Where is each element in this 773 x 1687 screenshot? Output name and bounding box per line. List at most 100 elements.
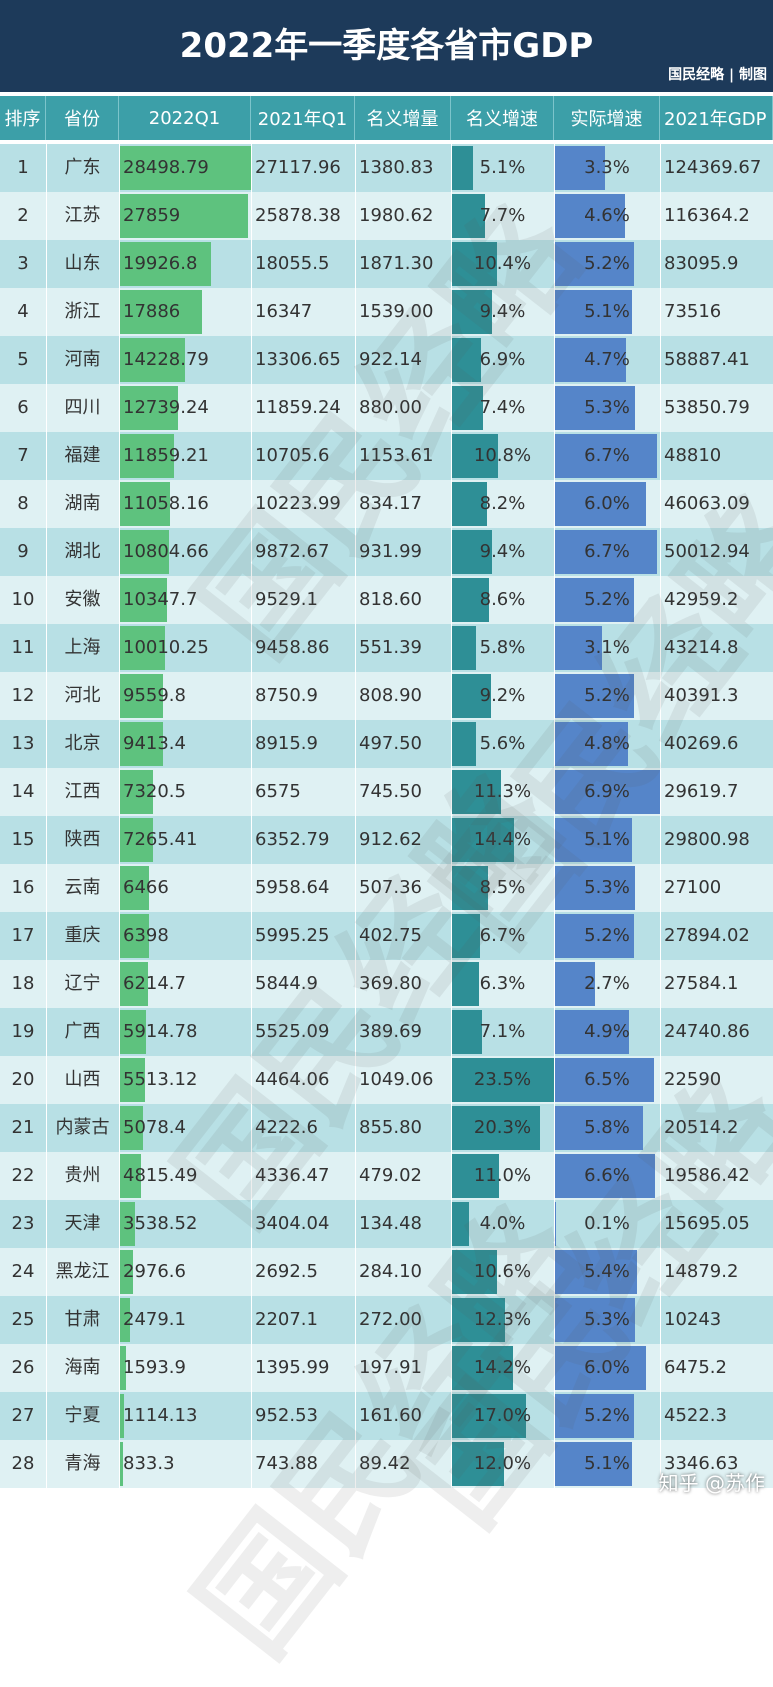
cell-real-growth: 6.5%: [584, 1069, 630, 1090]
cell-nominal-increase: 1380.83: [359, 157, 434, 178]
cell-nominal-increase: 922.14: [359, 349, 422, 370]
cell-q1-2022: 14228.79: [123, 349, 209, 370]
bar-nominal-growth: [451, 1010, 483, 1054]
bar-real-growth: [554, 194, 625, 238]
bar-q1-2022: [119, 290, 202, 334]
cell-nominal-growth: 6.3%: [479, 973, 526, 994]
cell-nominal-growth: 8.6%: [479, 589, 526, 610]
bar-q1-2022: [119, 866, 149, 910]
cell-real-growth: 4.6%: [584, 205, 630, 226]
bar-nominal-growth: [451, 1346, 514, 1390]
cell-q1-2022: 10804.66: [123, 541, 209, 562]
cell-nominal-growth: 14.2%: [473, 1357, 532, 1378]
bar-nominal-growth: [451, 722, 476, 766]
cell-nominal-growth: 6.9%: [479, 349, 526, 370]
cell-rank: 15: [11, 829, 35, 850]
bar-nominal-growth: [451, 770, 501, 814]
bar-real-growth: [554, 242, 634, 286]
cell-q1-2022: 5914.78: [123, 1021, 198, 1042]
cell-real-growth: 6.0%: [584, 1357, 630, 1378]
cell-nominal-growth: 7.4%: [479, 397, 526, 418]
bar-q1-2022: [119, 338, 185, 382]
bar-real-growth: [554, 434, 657, 478]
cell-nominal-increase: 197.91: [359, 1357, 422, 1378]
cell-q1-2022: 6398: [123, 925, 169, 946]
cell-q1-2022: 2976.6: [123, 1261, 186, 1282]
cell-nominal-increase: 389.69: [359, 1021, 422, 1042]
bar-q1-2022: [119, 530, 170, 574]
cell-q1-2021: 11859.24: [255, 397, 341, 418]
table-row: [0, 1440, 773, 1488]
column-divider: [451, 144, 452, 1502]
bar-q1-2022: [119, 914, 149, 958]
cell-province: 广东: [64, 157, 101, 178]
cell-q1-2021: 25878.38: [255, 205, 341, 226]
cell-nominal-growth: 8.2%: [479, 493, 526, 514]
bar-real-growth: [554, 866, 636, 910]
bar-q1-2022: [119, 674, 164, 718]
cell-nominal-growth: 7.7%: [479, 205, 526, 226]
cell-gdp-2021: 3346.63: [664, 1453, 739, 1474]
cell-rank: 12: [11, 685, 35, 706]
cell-nominal-increase: 1871.30: [359, 253, 434, 274]
cell-real-growth: 5.2%: [584, 925, 630, 946]
cell-nominal-growth: 17.0%: [473, 1405, 532, 1426]
cell-rank: 6: [17, 397, 29, 418]
bar-real-growth: [554, 626, 602, 670]
bar-real-growth: [554, 578, 634, 622]
cell-q1-2022: 1593.9: [123, 1357, 186, 1378]
cell-province: 浙江: [64, 301, 101, 322]
bar-nominal-growth: [451, 1298, 505, 1342]
bar-real-growth: [554, 1298, 636, 1342]
cell-nominal-growth: 5.8%: [479, 637, 526, 658]
cell-province: 河南: [64, 349, 101, 370]
cell-province: 湖北: [64, 541, 101, 562]
cell-q1-2021: 6352.79: [255, 829, 330, 850]
bar-real-growth: [554, 530, 657, 574]
cell-gdp-2021: 14879.2: [664, 1261, 739, 1282]
cell-province: 甘肃: [64, 1309, 101, 1330]
cell-real-growth: 5.2%: [584, 1405, 630, 1426]
cell-real-growth: 5.3%: [584, 397, 630, 418]
cell-real-growth: 6.9%: [584, 781, 630, 802]
cell-rank: 19: [11, 1021, 35, 1042]
bar-real-growth: [554, 482, 647, 526]
column-header-province: 省份: [46, 96, 119, 140]
cell-province: 内蒙古: [55, 1117, 110, 1138]
cell-q1-2021: 10705.6: [255, 445, 330, 466]
bar-nominal-growth: [451, 1106, 540, 1150]
cell-q1-2021: 27117.96: [255, 157, 341, 178]
bar-real-growth: [554, 1106, 644, 1150]
cell-province: 宁夏: [64, 1405, 101, 1426]
bar-nominal-growth: [451, 290, 493, 334]
cell-rank: 14: [11, 781, 35, 802]
cell-nominal-growth: 4.0%: [479, 1213, 526, 1234]
bar-q1-2022: [119, 242, 212, 286]
cell-province: 山东: [64, 253, 101, 274]
cell-q1-2022: 5513.12: [123, 1069, 198, 1090]
cell-real-growth: 5.1%: [584, 1453, 630, 1474]
cell-q1-2021: 4222.6: [255, 1117, 318, 1138]
cell-q1-2021: 8750.9: [255, 685, 318, 706]
bar-real-growth: [554, 674, 634, 718]
cell-province: 天津: [64, 1213, 101, 1234]
bar-q1-2022: [119, 1298, 131, 1342]
cell-province: 辽宁: [64, 973, 101, 994]
bar-real-growth: [554, 1010, 630, 1054]
cell-rank: 18: [11, 973, 35, 994]
bar-q1-2022: [119, 722, 163, 766]
cell-nominal-increase: 818.60: [359, 589, 422, 610]
bar-q1-2022: [119, 482, 171, 526]
bar-nominal-growth: [451, 338, 482, 382]
cell-nominal-increase: 507.36: [359, 877, 422, 898]
cell-gdp-2021: 58887.41: [664, 349, 750, 370]
bar-nominal-growth: [451, 1394, 526, 1438]
column-header-q1-2022: 2022Q1: [119, 96, 251, 140]
bar-nominal-growth: [451, 242, 497, 286]
bar-nominal-growth: [451, 146, 474, 190]
bar-q1-2022: [119, 1394, 125, 1438]
cell-gdp-2021: 124369.67: [664, 157, 762, 178]
column-divider: [355, 144, 356, 1502]
chart-title: 2022年一季度各省市GDP: [179, 26, 594, 66]
cell-q1-2021: 4336.47: [255, 1165, 330, 1186]
